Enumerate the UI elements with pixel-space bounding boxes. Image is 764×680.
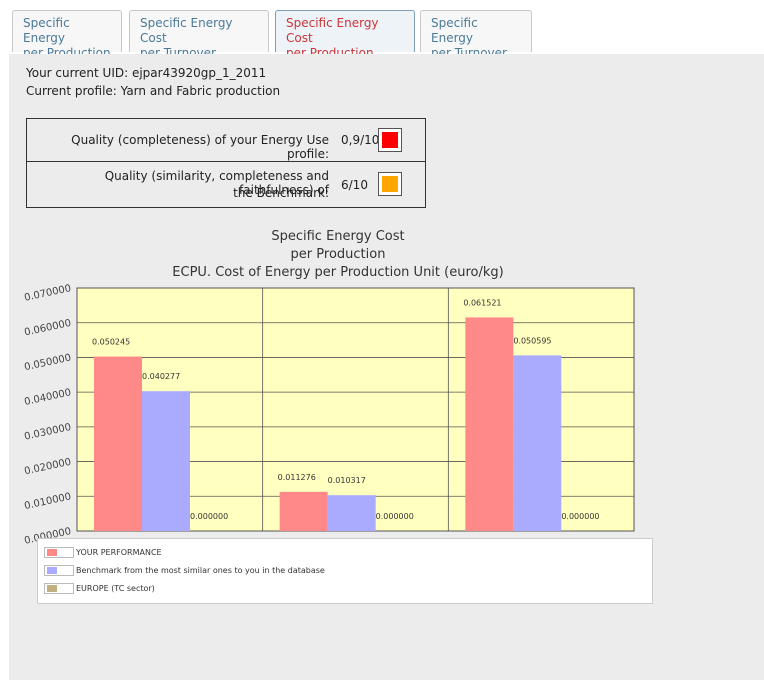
y-tick-label: 0.010000 xyxy=(23,491,72,512)
benchmark-quality-indicator xyxy=(378,172,402,196)
benchmark-quality-value: 6/10 xyxy=(341,178,368,192)
profile-quality-label: Quality (completeness) of your Energy Us… xyxy=(71,133,329,161)
data-label: 0.000000 xyxy=(561,512,599,521)
benchmark-quality-label-line1: Quality (similarity, completeness and fa… xyxy=(104,169,329,197)
bar xyxy=(327,495,376,531)
benchmark-quality-label-line2: the Benchmark: xyxy=(233,186,329,200)
legend-label: YOUR PERFORMANCE xyxy=(76,548,162,557)
profile-quality-box: Quality (completeness) of your Energy Us… xyxy=(26,118,426,162)
current-uid: Your current UID: ejpar43920gp_1_2011 xyxy=(26,66,267,80)
y-tick-label: 0.020000 xyxy=(23,457,72,478)
bar xyxy=(513,355,562,531)
bar xyxy=(142,391,190,531)
data-label: 0.010317 xyxy=(328,476,366,485)
bar xyxy=(94,356,142,531)
data-label: 0.040277 xyxy=(142,372,180,381)
chart-title-line3: ECPU. Cost of Energy per Production Unit… xyxy=(172,265,504,280)
data-label: 0.050595 xyxy=(513,336,551,345)
profile-quality-value: 0,9/10 xyxy=(341,133,380,147)
bar xyxy=(465,317,514,531)
benchmark-quality-box: Quality (similarity, completeness and fa… xyxy=(26,162,426,208)
legend-label: EUROPE (TC sector) xyxy=(76,584,155,593)
tab-label-line1: Specific Energy xyxy=(431,16,478,45)
tab-specific-energy-per-turnover[interactable]: Specific Energy per Turnover xyxy=(420,10,532,60)
chart-title-line2: per Production xyxy=(290,247,386,262)
y-tick-label: 0.070000 xyxy=(23,283,72,304)
chart-legend: YOUR PERFORMANCE Benchmark from the most… xyxy=(37,538,653,604)
y-tick-label: 0.030000 xyxy=(23,422,72,443)
bar xyxy=(279,491,328,531)
y-tick-label: 0.050000 xyxy=(23,353,72,374)
current-profile: Current profile: Yarn and Fabric product… xyxy=(26,84,281,98)
data-label: 0.011276 xyxy=(278,473,316,482)
tab-label-line1: Specific Energy xyxy=(23,16,70,45)
data-label: 0.000000 xyxy=(376,512,414,521)
y-tick-label: 0.060000 xyxy=(23,318,72,339)
tab-label-line1: Specific Energy Cost xyxy=(286,16,379,45)
y-tick-label: 0.040000 xyxy=(23,387,72,408)
profile-quality-indicator xyxy=(378,128,402,152)
data-label: 0.050245 xyxy=(92,338,130,347)
data-label: 0.000000 xyxy=(190,512,228,521)
data-label: 0.061521 xyxy=(463,298,501,307)
tab-label-line1: Specific Energy Cost xyxy=(140,16,233,45)
chart-title-line1: Specific Energy Cost xyxy=(271,229,405,244)
legend-label: Benchmark from the most similar ones to … xyxy=(76,566,325,575)
